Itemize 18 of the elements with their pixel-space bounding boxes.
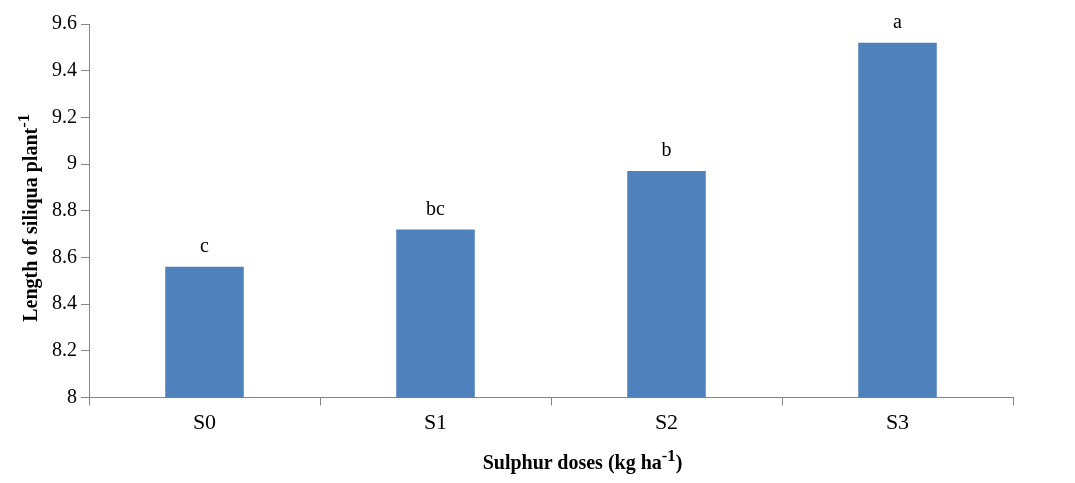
y-tick-label: 8 [67, 384, 77, 407]
x-tick-label: S1 [423, 408, 448, 434]
y-tick-label: 8.2 [52, 338, 77, 361]
y-tick-label: 9 [67, 151, 77, 174]
x-tick-label: S3 [885, 408, 910, 434]
x-tick-label: S0 [192, 408, 217, 434]
y-tick-label: 9.2 [52, 104, 77, 127]
annotation: a [893, 9, 903, 32]
y-tick-label: 9.4 [52, 57, 77, 80]
y-tick-label: 8.4 [52, 291, 77, 314]
annotation: bc [426, 196, 446, 219]
x-tick-label: S2 [654, 408, 679, 434]
annotation: b [661, 138, 672, 161]
annotation: c [200, 234, 210, 257]
y-tick-label: 8.6 [52, 244, 77, 267]
x-axis-title: Sulphur doses (kg ha$^{-1}$) [481, 446, 684, 474]
y-tick-label: 9.6 [52, 11, 77, 34]
y-tick-label: 8.8 [52, 198, 77, 221]
